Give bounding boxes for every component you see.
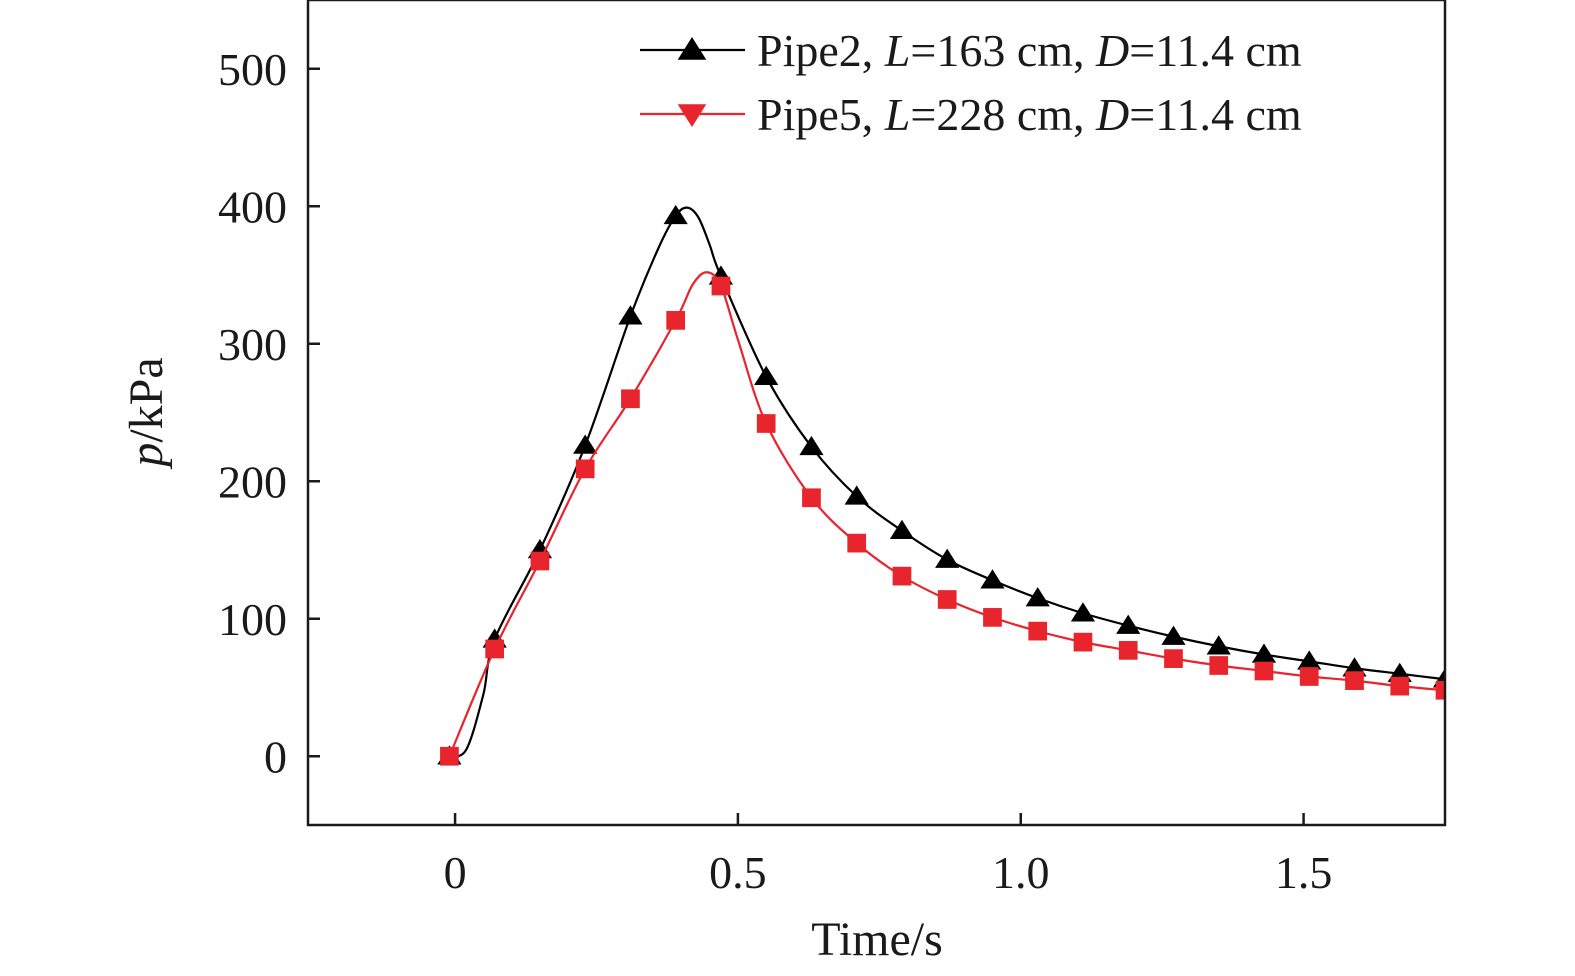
data-point: [1209, 656, 1229, 675]
plot-frame: [306, 0, 1447, 827]
legend-label-part: Pipe2,: [757, 25, 885, 76]
data-point: [1028, 621, 1048, 641]
data-point: [802, 488, 821, 508]
data-point: [844, 485, 869, 505]
data-point: [573, 434, 598, 454]
data-point: [663, 204, 688, 225]
data-point: [575, 459, 595, 479]
legend-label: Pipe5, L=228 cm, D=11.4 cm: [757, 89, 1302, 140]
data-point: [847, 533, 867, 553]
legend-label-part: =11.4 cm: [1129, 89, 1302, 140]
data-point: [754, 365, 779, 385]
y-tick-label: 400: [218, 181, 287, 232]
data-point: [1116, 614, 1141, 634]
data-point: [1206, 635, 1231, 655]
legend-label-part: L: [884, 25, 911, 76]
x-axis: 0 0.5 1.0 1.5: [444, 813, 1333, 898]
data-point: [1070, 602, 1096, 622]
y-axis-title-unit: /kPa: [120, 357, 173, 442]
x-tick-label: 0: [444, 847, 467, 898]
legend-marker: [677, 104, 707, 127]
data-point: [1073, 632, 1093, 652]
data-point: [711, 276, 731, 296]
data-point: [1251, 643, 1277, 663]
legend-item: Pipe2, L=163 cm, D=11.4 cm: [640, 25, 1302, 76]
x-tick-label: 1.0: [992, 847, 1050, 898]
y-axis-title: p/kPa: [120, 357, 173, 469]
legend-label-part: D: [1095, 25, 1129, 76]
data-point: [440, 746, 459, 766]
y-axis-title-variable: p: [120, 443, 173, 470]
data-point: [1161, 625, 1186, 645]
x-axis-title: Time/s: [811, 913, 943, 966]
legend-label-part: =11.4 cm: [1129, 25, 1302, 76]
y-tick-label: 0: [264, 731, 287, 782]
data-point: [756, 414, 776, 433]
data-point: [980, 569, 1005, 589]
data-point: [983, 608, 1002, 627]
x-tick-label: 1.5: [1275, 847, 1333, 898]
data-point: [1025, 587, 1050, 607]
legend-label-part: L: [884, 89, 911, 140]
data-point: [1164, 649, 1183, 668]
data-point: [530, 551, 550, 571]
legend-label-part: =228 cm,: [910, 89, 1096, 140]
legend-label-part: D: [1095, 89, 1129, 140]
legend-label: Pipe2, L=163 cm, D=11.4 cm: [757, 25, 1302, 76]
legend-label-part: Pipe5,: [757, 89, 885, 140]
data-point: [1254, 661, 1274, 681]
x-tick-label: 0.5: [709, 847, 767, 898]
y-tick-label: 500: [218, 44, 287, 95]
y-axis: 0 100 200 300 400 500: [218, 44, 320, 782]
legend-marker: [677, 37, 707, 60]
series-line: [448, 271, 1445, 757]
data-point: [1435, 680, 1445, 700]
data-point: [937, 590, 957, 609]
data-point: [666, 311, 686, 330]
data-point: [1299, 667, 1319, 686]
legend-label-part: =163 cm,: [910, 25, 1096, 76]
data-point: [935, 548, 960, 568]
data-point: [799, 435, 824, 456]
data-point: [1297, 650, 1322, 670]
y-tick-label: 200: [218, 456, 287, 507]
data-point: [1345, 671, 1364, 690]
data-point: [621, 389, 640, 409]
data-point: [1390, 676, 1410, 696]
data-point: [618, 305, 643, 325]
y-tick-label: 100: [218, 594, 287, 645]
data-point: [1118, 641, 1138, 660]
y-tick-label: 300: [218, 319, 287, 370]
data-point: [485, 639, 505, 659]
series-2: [440, 271, 1445, 766]
series-layer: [437, 204, 1445, 766]
data-point: [892, 566, 912, 586]
legend-item: Pipe5, L=228 cm, D=11.4 cm: [640, 89, 1302, 140]
data-point: [889, 519, 915, 539]
